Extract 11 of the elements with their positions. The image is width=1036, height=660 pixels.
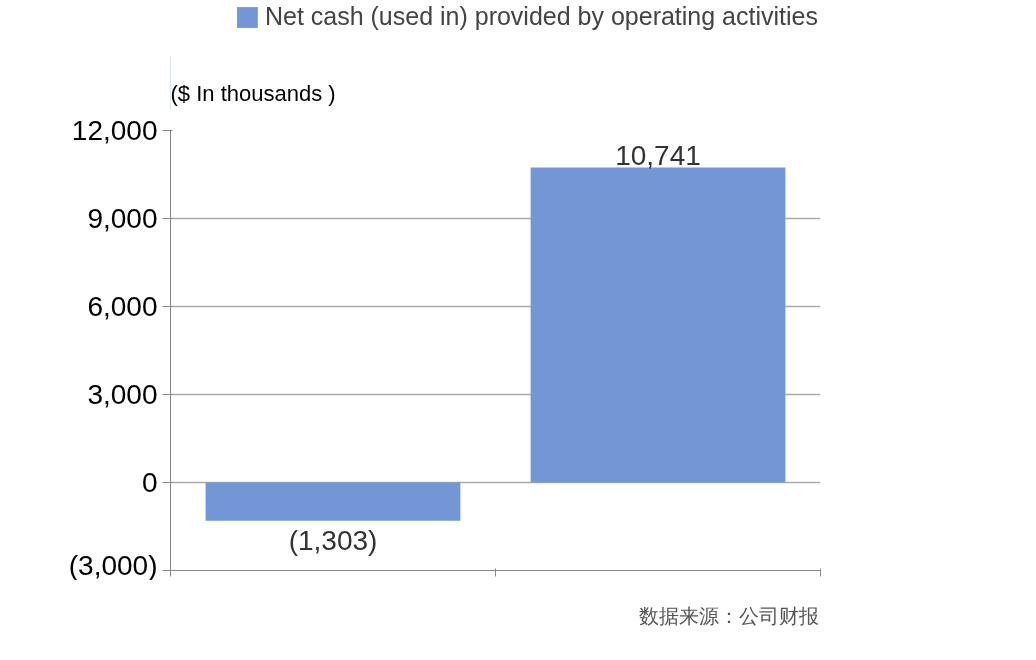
y-tick-label: 9,000: [87, 203, 158, 234]
y-tick-label: (3,000): [68, 549, 158, 581]
legend-label: Net cash (used in) provided by operating activities: [264, 2, 818, 31]
y-tick-label: 6,000: [87, 291, 158, 322]
y-tick-label: 0: [141, 467, 158, 498]
data-label: (1,303): [288, 524, 378, 556]
source-note: 数据来源：公司财报: [638, 604, 819, 627]
y-tick-label: 12,000: [71, 115, 158, 146]
y-tick-label: 3,000: [87, 379, 158, 410]
y-axis-title: ($ In thousands ): [170, 80, 336, 106]
data-label: 10,741: [615, 140, 701, 172]
